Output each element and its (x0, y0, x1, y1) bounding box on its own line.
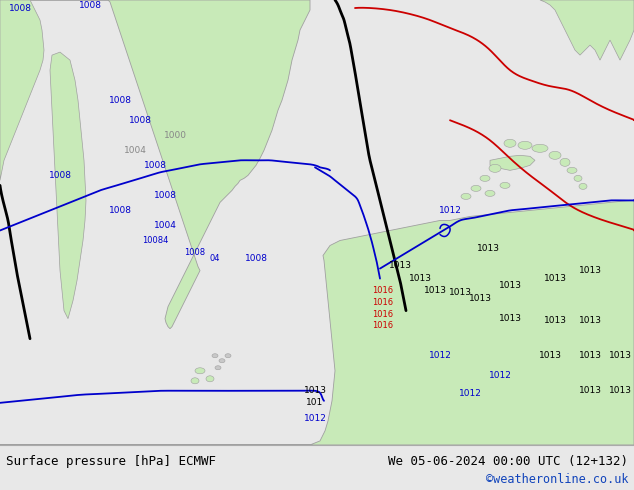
Text: 1008: 1008 (108, 206, 131, 215)
Text: 1013: 1013 (477, 244, 500, 253)
Text: 1008: 1008 (48, 171, 72, 180)
Ellipse shape (219, 359, 225, 363)
Ellipse shape (461, 194, 471, 199)
Polygon shape (50, 52, 86, 318)
Text: 1012: 1012 (429, 351, 451, 360)
Text: Surface pressure [hPa] ECMWF: Surface pressure [hPa] ECMWF (6, 455, 216, 468)
Ellipse shape (480, 175, 490, 181)
Text: 1013: 1013 (578, 386, 602, 395)
Ellipse shape (504, 139, 516, 147)
Text: 101: 101 (306, 398, 323, 407)
Ellipse shape (471, 185, 481, 192)
Text: 04: 04 (210, 254, 220, 263)
Text: 1013: 1013 (609, 351, 631, 360)
Ellipse shape (212, 354, 218, 358)
Polygon shape (0, 0, 44, 180)
Ellipse shape (191, 378, 199, 384)
Text: 1012: 1012 (458, 390, 481, 398)
Text: 1016: 1016 (372, 298, 394, 307)
Text: 1013: 1013 (543, 274, 567, 283)
Text: 1000: 1000 (164, 131, 186, 140)
Text: 1013: 1013 (609, 386, 631, 395)
Text: 1013: 1013 (469, 294, 491, 303)
Text: 1013: 1013 (498, 281, 522, 290)
Text: 1013: 1013 (424, 286, 446, 295)
Text: 1008: 1008 (143, 161, 167, 170)
Ellipse shape (225, 354, 231, 358)
Text: 1013: 1013 (498, 314, 522, 323)
Text: We 05-06-2024 00:00 UTC (12+132): We 05-06-2024 00:00 UTC (12+132) (388, 455, 628, 468)
Polygon shape (0, 200, 634, 445)
Polygon shape (0, 0, 310, 329)
Text: 1016: 1016 (372, 321, 394, 330)
Polygon shape (490, 155, 535, 171)
Text: 1008: 1008 (245, 254, 268, 263)
Text: 1013: 1013 (408, 274, 432, 283)
Text: 1013: 1013 (304, 386, 327, 395)
Ellipse shape (489, 164, 501, 172)
Ellipse shape (518, 141, 532, 149)
Text: 1004: 1004 (153, 221, 176, 230)
Text: ©weatheronline.co.uk: ©weatheronline.co.uk (486, 473, 628, 486)
Text: 1013: 1013 (389, 261, 411, 270)
Text: 1013: 1013 (578, 351, 602, 360)
Ellipse shape (579, 183, 587, 190)
Text: 1008: 1008 (184, 248, 205, 257)
Ellipse shape (215, 366, 221, 370)
Text: 1008: 1008 (129, 116, 152, 125)
Text: 1013: 1013 (578, 316, 602, 325)
Text: 1016: 1016 (372, 286, 394, 295)
Ellipse shape (532, 144, 548, 152)
Text: 10084: 10084 (142, 236, 168, 245)
Text: 1008: 1008 (79, 0, 101, 9)
Ellipse shape (500, 182, 510, 188)
Polygon shape (540, 0, 634, 60)
Text: 1013: 1013 (578, 266, 602, 275)
Text: 1013: 1013 (543, 316, 567, 325)
Ellipse shape (574, 175, 582, 181)
Text: 1008: 1008 (153, 191, 176, 200)
Text: 1004: 1004 (124, 146, 146, 155)
Text: 1012: 1012 (304, 415, 327, 423)
Text: 1012: 1012 (439, 206, 462, 215)
Text: 1012: 1012 (489, 371, 512, 380)
Text: 1008: 1008 (108, 96, 131, 105)
Ellipse shape (567, 168, 577, 173)
Ellipse shape (549, 151, 561, 159)
Text: 1013: 1013 (538, 351, 562, 360)
Ellipse shape (206, 376, 214, 382)
Text: 1008: 1008 (8, 3, 32, 13)
Ellipse shape (195, 368, 205, 374)
Text: 1016: 1016 (372, 310, 394, 319)
Ellipse shape (485, 191, 495, 196)
Text: 1013: 1013 (448, 288, 472, 297)
Ellipse shape (560, 158, 570, 166)
